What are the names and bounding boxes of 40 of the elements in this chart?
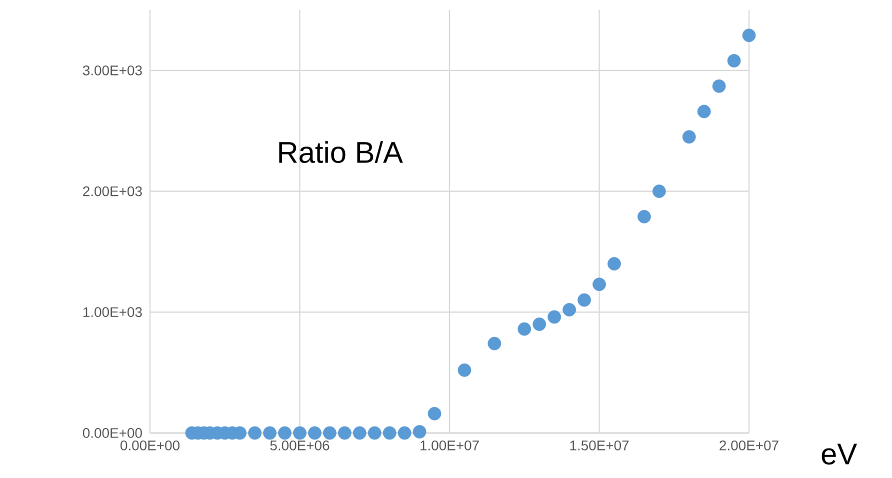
- point: [727, 54, 741, 68]
- point: [248, 426, 262, 440]
- point: [412, 425, 426, 438]
- x-tick-label: 0.00E+00: [120, 440, 180, 450]
- point: [308, 426, 322, 440]
- point: [697, 104, 711, 118]
- x-tick-label: 1.00E+07: [420, 440, 479, 450]
- point: [608, 257, 621, 270]
- point: [652, 184, 666, 198]
- point: [637, 210, 651, 224]
- x-tick-label: 2.00E+07: [720, 440, 778, 450]
- point: [338, 426, 352, 440]
- point: [682, 130, 696, 144]
- point: [352, 426, 366, 440]
- x-tick-label: 5.00E+06: [270, 440, 330, 450]
- y-tick-label: 2.00E+03: [83, 186, 142, 196]
- y-tick-label: 3.00E+03: [82, 65, 142, 76]
- point: [518, 322, 532, 336]
- point: [458, 363, 472, 377]
- point: [398, 426, 412, 440]
- point: [278, 426, 292, 440]
- text: Ratio B/A: [279, 141, 403, 164]
- point: [263, 426, 277, 440]
- x-tick-label: 1.50E+07: [570, 440, 629, 450]
- y-tick-label: 0.00E+00: [82, 428, 142, 438]
- point: [548, 310, 562, 324]
- point: [742, 28, 756, 42]
- y-tick-label: 1.00E+03: [83, 307, 142, 318]
- point: [532, 318, 546, 331]
- point: [368, 426, 382, 440]
- point: [578, 293, 591, 307]
- point: [592, 278, 606, 292]
- point: [323, 426, 336, 440]
- point: [428, 406, 442, 420]
- point: [293, 426, 306, 440]
- x-axis-title: eV: [822, 444, 858, 465]
- point: [562, 303, 576, 316]
- point: [488, 336, 502, 350]
- point: [382, 426, 396, 440]
- point: [712, 79, 726, 93]
